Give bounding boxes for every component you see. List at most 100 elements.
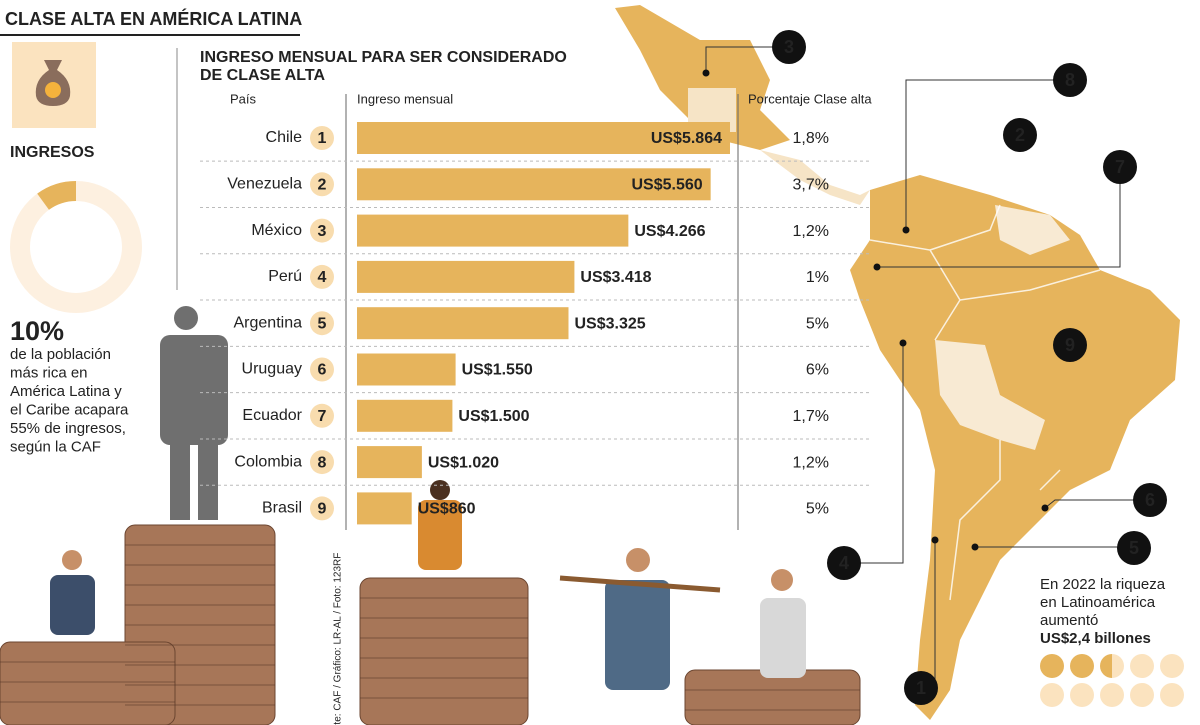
sidebar-text: de la población [10,346,111,363]
map-pin [902,226,910,234]
leader-line [844,343,904,564]
leader-line [877,167,1121,268]
value-label: US$860 [418,501,476,518]
map-marker-label: 4 [839,553,849,573]
note-text: en Latinoamérica [1040,594,1156,611]
map-marker-label: 6 [1145,490,1155,510]
donut-track [10,181,142,313]
percentage-label: 1,2% [793,223,829,240]
bar [357,492,412,525]
sidebar-text: según la CAF [10,438,101,455]
country-label: Argentina [234,314,303,331]
value-label: US$3.418 [580,269,651,286]
percentage-label: 6% [806,362,829,379]
map-marker [904,671,938,705]
page-title: CLASE ALTA EN AMÉRICA LATINA [5,8,302,29]
value-label: US$5.864 [651,130,722,147]
sidebar-text: América Latina y [10,383,122,400]
rank-label: 1 [318,130,327,147]
map-pin [702,69,710,77]
money-icon [12,42,96,128]
map [615,5,1180,720]
map-pin [971,543,979,551]
percentage-label: 5% [806,315,829,332]
percentage-label: 1,2% [793,454,829,471]
value-label: US$1.020 [428,454,499,471]
chart-title: INGRESO MENSUAL PARA SER CONSIDERADO [200,49,567,66]
note-text: En 2022 la riqueza [1040,576,1166,593]
rank-badge [310,450,334,475]
map-marker [1053,328,1087,362]
value-label: US$1.500 [458,408,529,425]
column-header: Ingreso mensual [357,91,453,106]
bar [357,307,569,340]
sidebar-text: el Caribe acapara [10,401,129,418]
rank-label: 3 [318,223,327,240]
donut-slice [37,181,77,211]
bar [357,168,711,201]
country-label: Ecuador [242,407,302,424]
sidebar-text: más rica en [10,364,88,381]
map-pin [1041,504,1049,512]
rank-label: 7 [318,408,327,425]
rank-badge [310,311,334,336]
country-label: Perú [268,268,302,285]
rank-label: 2 [318,177,327,194]
map-marker-label: 7 [1115,157,1125,177]
leader-line [1044,499,1150,509]
column-header: Porcentaje Clase alta [748,91,872,106]
map-marker [1117,531,1151,565]
sidebar-heading: INGRESOS [10,144,95,161]
bar [357,260,575,293]
rank-label: 8 [318,454,327,471]
chart-title: DE CLASE ALTA [200,67,325,84]
percentage-label: 3,7% [793,177,829,194]
value-label: US$1.550 [462,362,533,379]
rank-badge [310,403,334,428]
map-marker [1103,150,1137,184]
percentage-label: 5% [806,501,829,518]
country-label: Uruguay [242,361,302,378]
sidebar-text: 55% de ingresos, [10,420,126,437]
note-highlight: US$2,4 billones [1040,630,1151,647]
rank-label: 5 [318,315,327,332]
bar [357,446,422,479]
rank-badge [310,126,334,150]
country-label: Chile [266,129,303,146]
rank-badge [310,496,334,521]
country-label: México [251,222,302,239]
map-marker [1053,63,1087,97]
country-label: Colombia [234,453,302,470]
map-marker-label: 5 [1129,538,1139,558]
bar [357,214,629,247]
coin-icons [1040,654,1184,707]
map-pin [899,339,907,347]
country-label: Brasil [262,500,302,517]
source: Fuente: CAF / Gráfico: LR-AL / Foto: 123… [333,553,344,725]
map-marker-label: 8 [1065,70,1075,90]
rank-badge [310,218,334,243]
rank-label: 6 [318,362,327,379]
map-marker [827,546,861,580]
bar [357,399,453,432]
country-label: Venezuela [227,176,302,193]
rank-badge [310,172,334,197]
value-label: US$5.560 [631,177,702,194]
percentage-label: 1% [806,269,829,286]
leader-line [905,79,1070,230]
map-marker-label: 3 [784,37,794,57]
percentage-label: 1,8% [793,130,829,147]
map-marker [1003,118,1037,152]
note-text: aumentó [1040,612,1098,629]
share-label: 10% [10,316,64,346]
map-marker [772,30,806,64]
map-pin [931,536,939,544]
map-marker-label: 9 [1065,335,1075,355]
leader-line [705,46,789,73]
bar [357,122,730,154]
column-header: País [230,91,257,106]
bar [357,353,456,386]
rank-badge [310,264,334,289]
photo-decoration [0,306,861,725]
